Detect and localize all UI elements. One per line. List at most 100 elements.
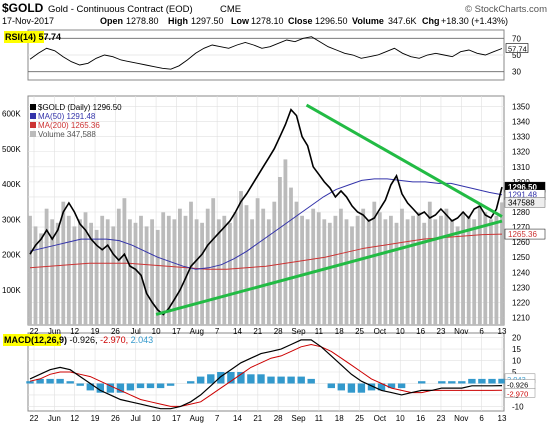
macd-histogram-bar xyxy=(327,383,335,389)
macd-x-tick-label: 25 xyxy=(355,414,364,423)
volume-bar xyxy=(372,201,377,325)
high-label: High xyxy=(168,16,188,26)
volume-bar xyxy=(50,219,55,325)
macd-histogram-bar xyxy=(337,383,345,391)
price-x-tick-label: 6 xyxy=(479,327,484,336)
volume-bar xyxy=(166,215,171,325)
price-x-tick-label: 13 xyxy=(498,327,507,336)
rsi-line xyxy=(29,36,503,70)
chg-label: Chg xyxy=(422,16,440,26)
price-x-tick-label: 23 xyxy=(437,327,446,336)
macd-histogram-bar xyxy=(247,374,255,384)
price-tick-label: 1320 xyxy=(512,148,530,157)
volume-bar xyxy=(361,208,366,325)
macd-x-tick-label: 11 xyxy=(315,414,324,423)
volume-bar xyxy=(450,219,454,325)
volume-bar xyxy=(94,229,99,325)
macd-signal-line xyxy=(29,343,503,407)
volume-bar xyxy=(400,208,404,325)
macd-histogram-bar xyxy=(347,383,356,393)
macd-histogram-bar xyxy=(106,383,115,393)
legend-swatch xyxy=(30,104,36,110)
volume-bar xyxy=(228,222,232,325)
volume-bar xyxy=(194,219,199,325)
volume-bar xyxy=(294,201,299,325)
macd-histogram-bar xyxy=(418,381,426,384)
volume-bar xyxy=(350,226,354,325)
volume-bar xyxy=(39,233,43,325)
macd-label-signal: -2.970, xyxy=(100,335,128,345)
volume-bar xyxy=(255,198,260,325)
macd-layer: 20151050-5-1022Jun121926Jul1017Aug714212… xyxy=(26,333,536,423)
volume-bar xyxy=(389,215,393,325)
legend-entry: $GOLD (Daily) 1296.50 xyxy=(38,103,122,112)
legend-entry: MA(200) 1265.36 xyxy=(38,121,100,130)
price-x-tick-label: 28 xyxy=(274,327,283,336)
volume-bar xyxy=(155,229,160,325)
volume-bar xyxy=(489,219,493,325)
volume-bar xyxy=(33,226,38,325)
volume-bar xyxy=(250,219,254,325)
volume-bar xyxy=(472,219,477,325)
price-x-tick-label: 10 xyxy=(152,327,161,336)
macd-x-tick-label: 7 xyxy=(215,414,220,423)
ma200-line xyxy=(29,233,503,270)
volume-value: 347.6K xyxy=(388,16,417,26)
volume-bar xyxy=(266,219,271,325)
macd-tick-label: 10 xyxy=(512,357,521,366)
macd-histogram-bar xyxy=(146,383,155,389)
macd-histogram-bar xyxy=(187,381,195,384)
price-x-tick-label: 26 xyxy=(111,327,120,336)
volume-bar xyxy=(327,222,332,325)
volume-bar xyxy=(172,219,177,325)
price-x-tick-label: 17 xyxy=(172,327,181,336)
price-tick-label: 1350 xyxy=(512,103,530,112)
legend-swatch xyxy=(30,113,36,119)
volume-tick-label: 500K xyxy=(2,145,21,154)
price-tick-label: 1270 xyxy=(512,223,530,232)
price-x-tick-label: 25 xyxy=(355,327,364,336)
trendline xyxy=(155,219,503,316)
low-label: Low xyxy=(231,16,250,26)
macd-histogram-bar xyxy=(287,376,295,384)
price-tick-label: 1330 xyxy=(512,133,530,142)
volume-bar xyxy=(339,208,343,325)
price-tick-label: 1260 xyxy=(512,238,530,247)
rsi-tick-label: 50 xyxy=(512,51,521,60)
volume-bar xyxy=(405,219,410,325)
ma50-line xyxy=(29,178,503,270)
volume-bar xyxy=(28,215,32,325)
macd-histogram-bar xyxy=(297,376,305,384)
macd-tick-label: 20 xyxy=(512,334,521,343)
macd-histogram-bar xyxy=(488,378,496,384)
macd-x-tick-label: Sep xyxy=(291,414,306,423)
macd-histogram-bar xyxy=(357,383,366,393)
rsi-label-highlight xyxy=(4,31,44,43)
macd-histogram-bar xyxy=(237,372,245,384)
price-x-tick-label: Jul xyxy=(131,327,141,336)
contract-description: Gold - Continuous Contract (EOD) xyxy=(48,4,193,15)
price-x-tick-label: 18 xyxy=(335,327,344,336)
close-value: 1296.50 xyxy=(315,16,348,26)
price-panel xyxy=(27,95,505,326)
legend-entry: MA(50) 1291.48 xyxy=(38,112,96,121)
legend-swatch xyxy=(30,131,36,137)
macd-histogram-bar xyxy=(468,378,476,384)
price-value-tag-text: 1265.36 xyxy=(508,230,537,239)
macd-histogram-bar xyxy=(458,381,466,384)
macd-x-tick-label: 10 xyxy=(152,414,161,423)
volume-bar xyxy=(439,215,443,325)
volume-bar xyxy=(461,212,465,325)
macd-histogram-bar xyxy=(136,383,145,389)
macd-value-tag xyxy=(504,388,536,398)
volume-bar xyxy=(416,212,421,325)
volume-bar xyxy=(433,219,438,325)
volume-bar xyxy=(161,212,166,325)
macd-histogram-bar xyxy=(448,381,456,384)
price-x-tick-label: Sep xyxy=(291,327,306,336)
volume-bar xyxy=(211,198,216,325)
price-value-tag-text: 1291.48 xyxy=(508,191,537,200)
volume-bar xyxy=(183,215,188,325)
macd-histogram-bar xyxy=(387,383,396,389)
